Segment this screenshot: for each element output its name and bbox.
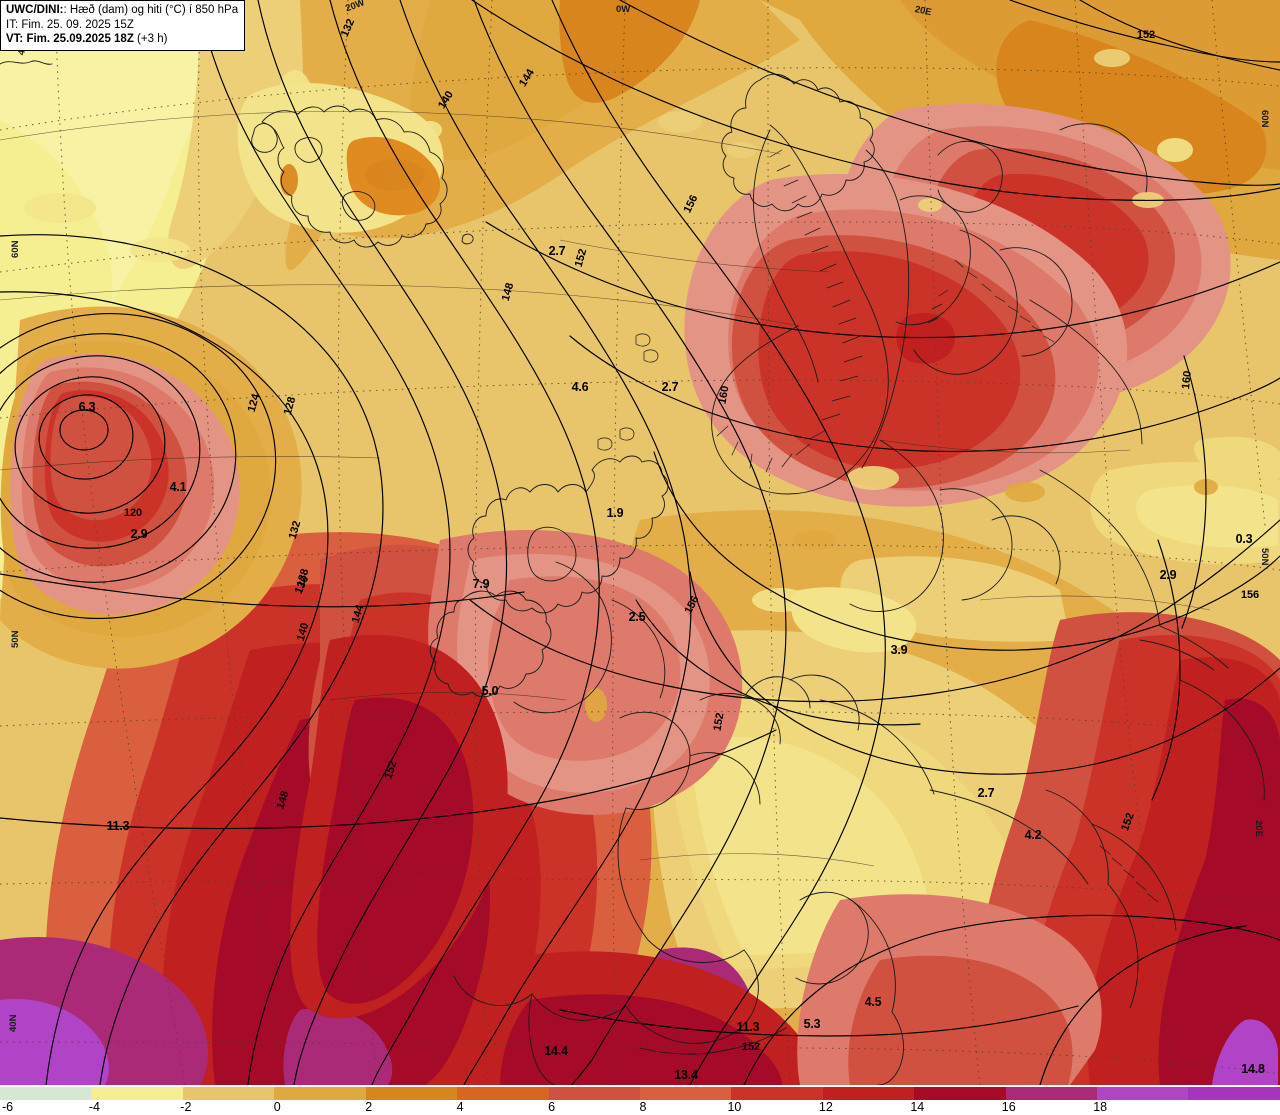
temp-value-label: 11.3	[106, 819, 130, 833]
temperature-isoline-layer	[0, 110, 1211, 867]
colorbar-tick-label: 0	[273, 1100, 281, 1114]
colorbar-tick-label: 14	[910, 1100, 925, 1114]
lat-label-60n-left: 60N	[10, 240, 21, 258]
colorbar-segment	[822, 1087, 915, 1100]
temp-value-label: 7.9	[472, 577, 490, 591]
colorbar-tick-label: 16	[1001, 1100, 1016, 1114]
colorbar-segment	[1188, 1087, 1280, 1100]
colorbar-tick-label: -4	[88, 1100, 100, 1114]
colorbar-tick-label: 8	[639, 1100, 647, 1114]
temp-value-label: 2.7	[548, 244, 566, 258]
colorbar-segment	[639, 1087, 732, 1100]
valid-time-value: Fim. 25.09.2025 18Z	[26, 33, 134, 46]
temp-value-label: 1.9	[606, 506, 624, 520]
coastline-layer	[0, 7, 1265, 1085]
temp-value-label: 5.3	[803, 1017, 821, 1031]
temp-value-label: 3.9	[890, 643, 908, 657]
field-description: : Hæð (dam) og hiti (°C) í 850 hPa	[63, 4, 239, 16]
lat-label-50n-right: 50N	[1259, 548, 1270, 566]
colorbar-segment	[0, 1087, 92, 1100]
temp-value-label: 4.1	[169, 480, 187, 494]
colorbar-segment	[274, 1087, 366, 1100]
init-time-line: IT: Fim. 25. 09. 2025 15Z	[6, 18, 134, 31]
contour-label: 152	[1136, 29, 1156, 41]
temperature-fill-layer	[0, 0, 1280, 1085]
colorbar-segment	[182, 1087, 275, 1100]
geopotential-contour-layer	[0, 0, 1280, 1085]
colorbar-segment	[1005, 1087, 1098, 1100]
temp-value-label: 2.7	[977, 786, 995, 800]
contour-label: 120	[123, 507, 143, 519]
temp-value-label: 11.3	[736, 1020, 760, 1034]
lat-label-40n-left: 40N	[8, 1014, 19, 1032]
colorbar-tick-label: 4	[456, 1100, 464, 1114]
colorbar-strip	[0, 1087, 1280, 1100]
colorbar-segment	[365, 1087, 458, 1100]
colorbar-segment	[548, 1087, 640, 1100]
contour-label: 156	[1240, 589, 1260, 601]
lat-label-50n-left: 50N	[10, 630, 21, 648]
valid-time-offset: (+3 h)	[133, 33, 168, 46]
temp-value-label: 2.5	[628, 610, 646, 624]
colorbar-segment	[914, 1087, 1006, 1100]
temp-value-label: 6.3	[78, 400, 96, 414]
contour-label: 160	[1180, 370, 1194, 390]
model-name: UWC/DINI:	[6, 4, 64, 16]
colorbar-tick-label: -6	[2, 1100, 14, 1114]
colorbar-segment	[1097, 1087, 1189, 1100]
temp-value-label: 4.6	[571, 380, 589, 394]
colorbar-tick-label: 18	[1093, 1100, 1108, 1114]
lat-label-20e-bottom: 20E	[1253, 820, 1264, 837]
temp-value-label: 14.4	[544, 1044, 568, 1058]
temp-value-label: 4.5	[864, 995, 882, 1009]
temp-value-label: 2.7	[661, 380, 679, 394]
contour-label: 152	[741, 1041, 761, 1053]
colorbar-tick-label: -2	[180, 1100, 192, 1114]
map-canvas[interactable]: UWC/DINI:: Hæð (dam) og hiti (°C) í 850 …	[0, 0, 1280, 1085]
colorbar-segment	[731, 1087, 823, 1100]
colorbar-ticks: -6 -4 -2 0 2 4 6 8 10 12 14 16 18	[0, 1100, 1280, 1115]
colorbar-segment	[91, 1087, 183, 1100]
colorbar-tick-label: 2	[365, 1100, 373, 1114]
temp-value-label: 2.9	[1159, 568, 1177, 582]
valid-time-prefix: VT:	[6, 33, 27, 46]
temp-value-label: 2.9	[130, 527, 148, 541]
temp-value-label: 13.4	[674, 1068, 698, 1082]
valid-time-line: VT: Fim. 25.09.2025 18Z (+3 h)	[6, 32, 238, 47]
colorbar-tick-label: 12	[818, 1100, 833, 1114]
map-title-box: UWC/DINI:: Hæð (dam) og hiti (°C) í 850 …	[0, 0, 246, 52]
temp-value-label: 5.0	[481, 684, 499, 698]
colorbar-segment	[457, 1087, 549, 1100]
title-field-line: UWC/DINI:: Hæð (dam) og hiti (°C) í 850 …	[6, 3, 238, 18]
temp-value-label: 0.3	[1235, 532, 1253, 546]
lat-label-60n-right: 60N	[1259, 110, 1270, 128]
lon-label-0w: 0W	[616, 4, 631, 15]
colorbar[interactable]: -6 -4 -2 0 2 4 6 8 10 12 14 16 18	[0, 1085, 1280, 1115]
colorbar-tick-label: 10	[727, 1100, 742, 1114]
temp-value-label: 4.2	[1024, 828, 1042, 842]
temp-value-label: 14.8	[1241, 1062, 1265, 1076]
colorbar-tick-label: 6	[548, 1100, 556, 1114]
